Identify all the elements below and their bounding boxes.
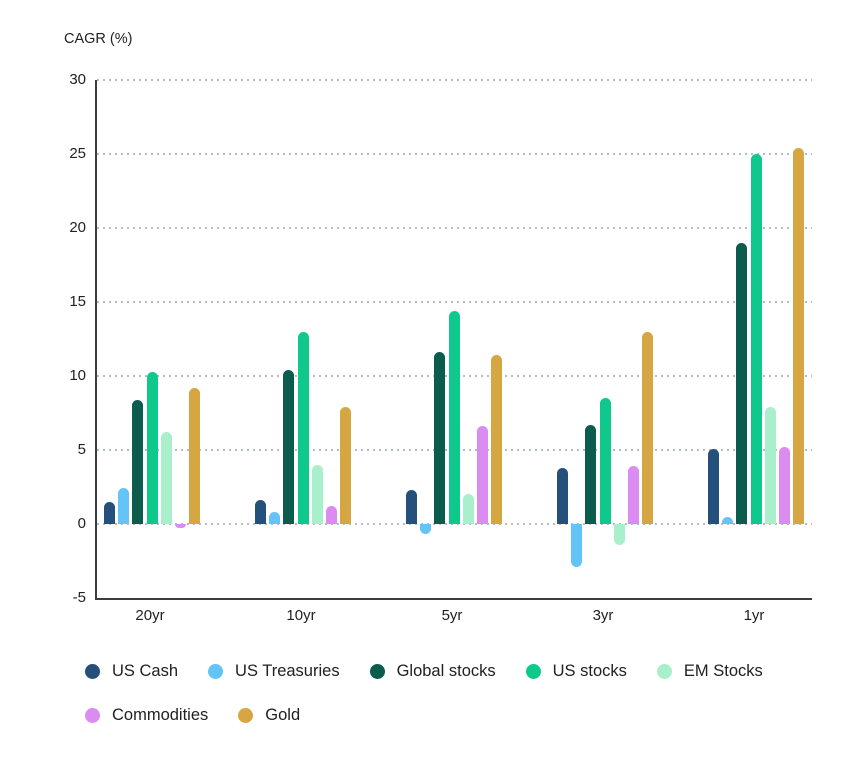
legend-label: Gold bbox=[265, 706, 301, 724]
legend-label: US Cash bbox=[112, 662, 179, 680]
bar-commodities-1yr bbox=[779, 447, 790, 524]
y-tick-label: 0 bbox=[77, 515, 86, 532]
bar-em-stocks-20yr bbox=[160, 432, 172, 524]
legend-label: Global stocks bbox=[396, 662, 496, 680]
bar-us-cash-3yr bbox=[557, 467, 568, 524]
bar-us-stocks-3yr bbox=[599, 398, 611, 524]
bar-commodities-10yr bbox=[326, 506, 337, 524]
bar-global-stocks-3yr bbox=[585, 424, 597, 524]
bar-global-stocks-20yr bbox=[132, 399, 144, 524]
bar-em-stocks-3yr bbox=[613, 524, 625, 545]
bar-em-stocks-10yr bbox=[311, 464, 323, 524]
bar-gold-10yr bbox=[340, 407, 352, 524]
legend-color-dot bbox=[656, 664, 672, 679]
plot-area bbox=[95, 79, 812, 600]
chart-title: CAGR (%) bbox=[64, 31, 133, 47]
gridline bbox=[97, 79, 812, 81]
bar-us-cash-10yr bbox=[255, 500, 266, 524]
legend-label: US stocks bbox=[552, 662, 627, 680]
bar-us-treasuries-3yr bbox=[571, 524, 583, 567]
legend-item-gold[interactable]: Gold bbox=[238, 706, 300, 725]
x-axis-label: 10yr bbox=[286, 607, 316, 624]
y-tick-label: 25 bbox=[69, 145, 86, 162]
legend-label: EM Stocks bbox=[683, 662, 763, 680]
y-tick-label: 15 bbox=[69, 293, 86, 310]
legend-item-global-stocks[interactable]: Global stocks bbox=[369, 662, 496, 681]
bar-gold-1yr bbox=[793, 148, 805, 524]
gridline bbox=[97, 301, 812, 303]
bar-commodities-5yr bbox=[477, 426, 488, 524]
legend-label: Commodities bbox=[112, 706, 209, 724]
legend-item-us-treasuries[interactable]: US Treasuries bbox=[208, 662, 340, 681]
bar-us-treasuries-20yr bbox=[118, 488, 130, 524]
bar-us-cash-20yr bbox=[104, 501, 115, 524]
legend-row: US Cash US Treasuries Global stocks US stoc… bbox=[85, 662, 825, 681]
x-axis-label: 5yr bbox=[441, 607, 463, 624]
gridline bbox=[97, 227, 812, 229]
legend-item-us-cash[interactable]: US Cash bbox=[85, 662, 178, 681]
y-tick-label: 20 bbox=[69, 219, 86, 236]
legend-row: Commodities Gold bbox=[85, 706, 825, 725]
legend: US Cash US Treasuries Global stocks US stoc… bbox=[85, 662, 825, 725]
legend-label: US Treasuries bbox=[235, 662, 340, 680]
bar-us-stocks-20yr bbox=[146, 371, 158, 524]
bar-us-stocks-5yr bbox=[448, 310, 460, 524]
legend-item-commodities[interactable]: Commodities bbox=[85, 706, 208, 725]
y-tick-label: 5 bbox=[77, 441, 86, 458]
bar-em-stocks-5yr bbox=[462, 494, 474, 524]
bar-global-stocks-1yr bbox=[736, 242, 748, 524]
bar-us-cash-1yr bbox=[708, 448, 719, 524]
bar-us-treasuries-10yr bbox=[269, 512, 281, 524]
bar-us-cash-5yr bbox=[406, 489, 417, 524]
bar-us-treasuries-1yr bbox=[722, 516, 734, 524]
bar-us-stocks-1yr bbox=[750, 154, 762, 524]
bar-gold-5yr bbox=[491, 355, 503, 524]
bar-commodities-20yr bbox=[175, 524, 186, 529]
bar-commodities-3yr bbox=[628, 466, 639, 524]
x-axis-label: 3yr bbox=[592, 607, 614, 624]
gridline bbox=[97, 153, 812, 155]
x-axis-label: 20yr bbox=[135, 607, 165, 624]
gridline bbox=[97, 523, 812, 525]
bar-gold-20yr bbox=[189, 387, 201, 524]
x-axis-label: 1yr bbox=[743, 607, 765, 624]
legend-color-dot bbox=[85, 664, 100, 679]
legend-color-dot bbox=[369, 664, 385, 679]
legend-item-em-stocks[interactable]: EM Stocks bbox=[656, 662, 763, 681]
bar-em-stocks-1yr bbox=[764, 407, 776, 524]
bar-gold-3yr bbox=[642, 331, 654, 524]
bar-global-stocks-10yr bbox=[283, 370, 295, 524]
legend-color-dot bbox=[525, 664, 541, 679]
bar-us-stocks-10yr bbox=[297, 331, 309, 524]
legend-color-dot bbox=[208, 664, 224, 679]
legend-color-dot bbox=[238, 708, 254, 723]
legend-color-dot bbox=[85, 708, 100, 723]
bar-global-stocks-5yr bbox=[434, 352, 446, 524]
y-tick-label: 10 bbox=[69, 367, 86, 384]
y-tick-label: 30 bbox=[69, 71, 86, 88]
legend-item-us-stocks[interactable]: US stocks bbox=[525, 662, 627, 681]
bar-us-treasuries-5yr bbox=[420, 524, 432, 535]
y-tick-label: -5 bbox=[72, 589, 86, 606]
